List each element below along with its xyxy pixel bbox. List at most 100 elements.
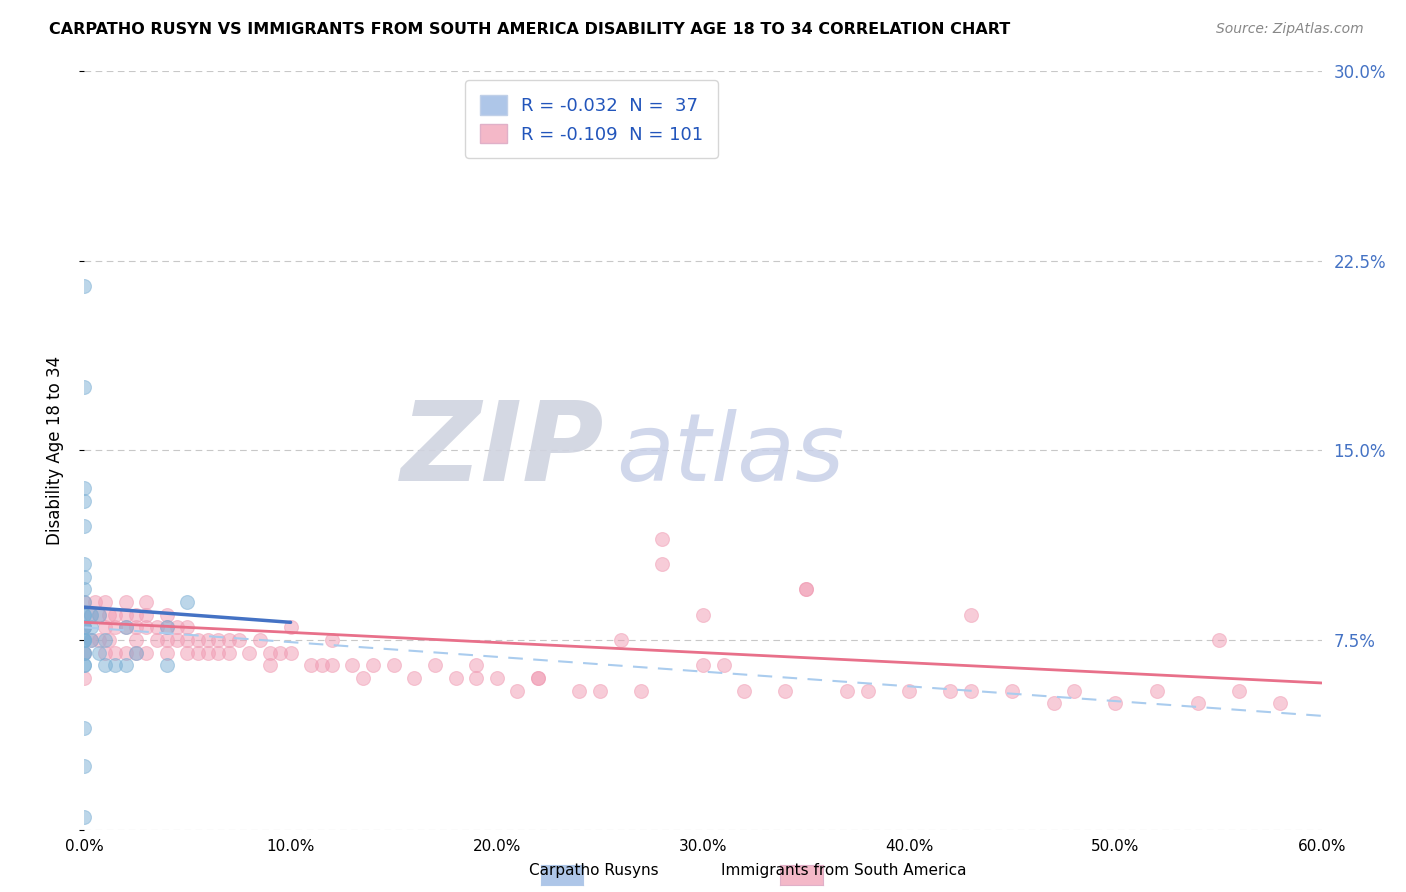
Point <box>114 620 136 634</box>
Point <box>87 633 110 648</box>
Point <box>404 671 426 685</box>
Point <box>713 658 735 673</box>
Point <box>73 279 96 293</box>
Point <box>527 671 550 685</box>
Point <box>156 607 179 622</box>
Point <box>609 633 631 648</box>
Point <box>1001 683 1024 698</box>
Point <box>135 607 157 622</box>
Point <box>125 620 148 634</box>
Point <box>73 620 96 634</box>
Point <box>125 607 148 622</box>
Point <box>692 658 714 673</box>
Point <box>135 646 157 660</box>
Point <box>94 646 117 660</box>
Point <box>1227 683 1250 698</box>
Point <box>79 607 101 622</box>
Point <box>73 633 96 648</box>
Point <box>104 658 127 673</box>
Point <box>960 683 983 698</box>
Point <box>321 633 343 648</box>
Point <box>352 671 374 685</box>
Point <box>238 646 260 660</box>
Point <box>1042 696 1064 710</box>
Point <box>73 810 96 824</box>
Point <box>156 646 179 660</box>
Point <box>87 607 110 622</box>
Point <box>321 658 343 673</box>
Point <box>527 671 550 685</box>
Point <box>1063 683 1085 698</box>
Point <box>775 683 797 698</box>
Point <box>114 646 136 660</box>
Point <box>145 633 167 648</box>
Point <box>187 646 209 660</box>
Point <box>73 646 96 660</box>
Point <box>299 658 322 673</box>
Point <box>73 494 96 508</box>
Point <box>79 633 101 648</box>
Y-axis label: Disability Age 18 to 34: Disability Age 18 to 34 <box>45 356 63 545</box>
Point <box>73 607 96 622</box>
Point <box>73 759 96 773</box>
Point <box>259 646 281 660</box>
Point <box>73 658 96 673</box>
Point <box>73 595 96 609</box>
Point <box>79 607 101 622</box>
Point <box>83 595 105 609</box>
Point <box>207 646 229 660</box>
Text: CARPATHO RUSYN VS IMMIGRANTS FROM SOUTH AMERICA DISABILITY AGE 18 TO 34 CORRELAT: CARPATHO RUSYN VS IMMIGRANTS FROM SOUTH … <box>49 22 1011 37</box>
Point <box>73 633 96 648</box>
Point <box>207 633 229 648</box>
Point <box>125 646 148 660</box>
Point <box>135 620 157 634</box>
Point <box>87 607 110 622</box>
Point <box>1104 696 1126 710</box>
Point <box>156 620 179 634</box>
Point <box>465 671 488 685</box>
Point <box>73 570 96 584</box>
Point <box>423 658 446 673</box>
Point <box>125 646 148 660</box>
Point <box>156 658 179 673</box>
Point <box>73 582 96 597</box>
Point <box>73 557 96 572</box>
Point <box>98 607 121 622</box>
Point <box>228 633 250 648</box>
Point <box>1270 696 1292 710</box>
Point <box>73 607 96 622</box>
Point <box>166 633 188 648</box>
Point <box>87 646 110 660</box>
Point <box>1187 696 1209 710</box>
Point <box>94 633 117 648</box>
Point <box>114 658 136 673</box>
Point <box>94 658 117 673</box>
Text: Immigrants from South America: Immigrants from South America <box>721 863 966 878</box>
Point <box>898 683 921 698</box>
Point <box>114 607 136 622</box>
Point <box>114 620 136 634</box>
Point <box>94 620 117 634</box>
Point <box>156 620 179 634</box>
Point <box>197 633 219 648</box>
Point <box>73 482 96 496</box>
Point <box>692 607 714 622</box>
Point <box>114 595 136 609</box>
Point <box>176 620 198 634</box>
Point <box>125 633 148 648</box>
Point <box>444 671 467 685</box>
Point <box>837 683 859 698</box>
Point <box>342 658 364 673</box>
Point <box>1208 633 1230 648</box>
Point <box>361 658 384 673</box>
Point <box>176 633 198 648</box>
Point <box>311 658 333 673</box>
Point <box>651 557 673 572</box>
Point <box>960 607 983 622</box>
Point <box>79 633 101 648</box>
Point <box>269 646 291 660</box>
Point <box>104 646 127 660</box>
Point <box>218 633 240 648</box>
Point <box>73 671 96 685</box>
Point <box>73 620 96 634</box>
